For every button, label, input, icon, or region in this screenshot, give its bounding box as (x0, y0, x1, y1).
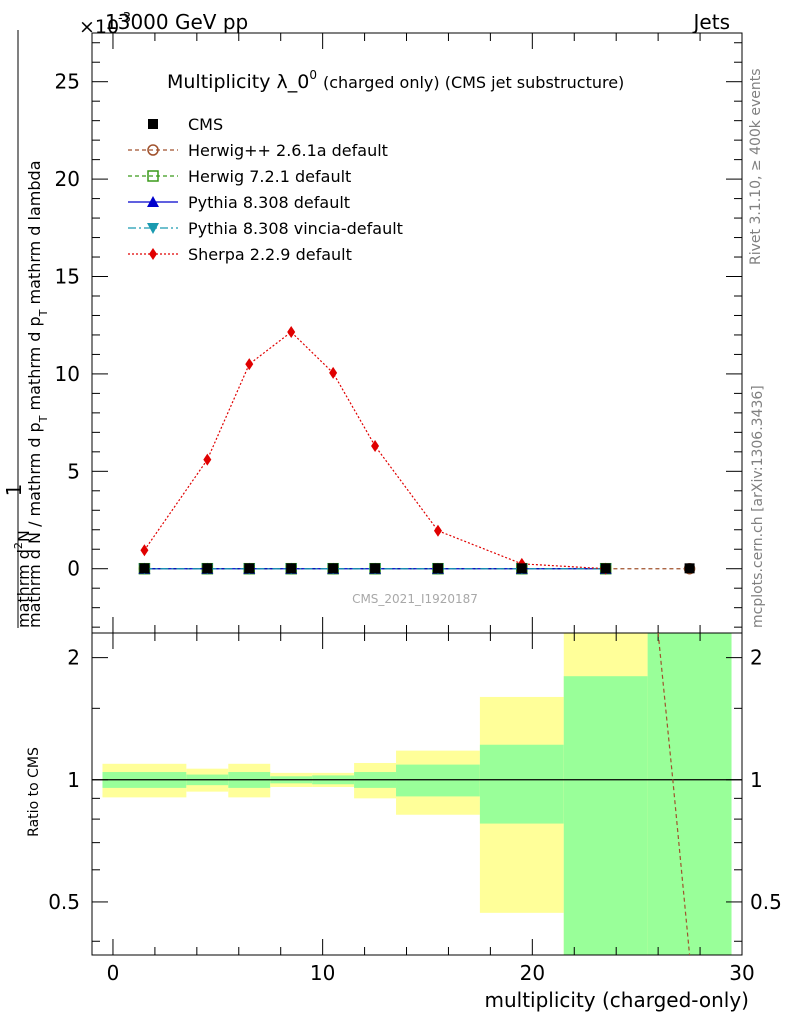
legend-cms-marker (148, 119, 158, 129)
ylabel-one: 1 (2, 484, 26, 497)
series-cms-point (370, 563, 381, 574)
legend-pythia-8-308-default-marker (147, 196, 159, 207)
ratio-ytick-label-right: 2 (750, 646, 763, 670)
legend-pythia-8-308-vincia-default-marker (147, 223, 159, 234)
series-cms-point (286, 563, 297, 574)
series-sherpa-2-2-9-default-point (329, 366, 338, 379)
main-ytick-label: 25 (55, 70, 80, 94)
series-cms-point-square (516, 563, 527, 574)
legend-sherpa-2-2-9-default-marker (149, 248, 157, 260)
legend-cms-marker-square (148, 119, 158, 129)
series-sherpa-2-2-9-default-point (287, 326, 296, 339)
series-cms-point (684, 563, 695, 574)
ratio-green-band-6 (396, 764, 480, 797)
legend: CMS Herwig++ 2.6.1a default Herwig 7.2.1 d… (128, 115, 403, 264)
ylabel-top-rest: N (14, 530, 33, 542)
series-cms-point (600, 563, 611, 574)
main-ytick-label: 0 (67, 557, 80, 581)
series-cms-point-square (684, 563, 695, 574)
legend-herwig-2-6-1a-default-marker (147, 144, 159, 156)
chart-title-main: Multiplicity λ_0 (167, 71, 309, 93)
x-tick-label: 20 (520, 961, 545, 985)
series-cms-point (139, 563, 150, 574)
series-sherpa-2-2-9-default-point (433, 524, 442, 537)
series-cms-point-square (432, 563, 443, 574)
ratio-axis-ticks: 0.5 0.51 12 20 10 20 30 (48, 633, 782, 985)
series-cms-point (432, 563, 443, 574)
ratio-ytick-label-left: 1 (67, 768, 80, 792)
ratio-ytick-label-left: 0.5 (48, 890, 80, 914)
legend-pythia-8-308-vincia-default-label: Pythia 8.308 vincia-default (188, 219, 403, 238)
series-sherpa-2-2-9-default-point (140, 544, 149, 557)
series-cms-point (516, 563, 527, 574)
ratio-green-band-8 (563, 676, 648, 955)
legend-cms-label: CMS (188, 115, 223, 134)
ylabel-top: mathrm d (14, 549, 33, 628)
series-sherpa-2-2-9-default-point (245, 358, 254, 371)
exponent-power: -3 (118, 11, 131, 26)
rivet-label: Rivet 3.1.10, ≥ 400k events (748, 68, 764, 265)
ratio-ytick-label-right: 1 (750, 768, 763, 792)
ylabel-denominator: mathrm d N / mathrm d pT mathrm d pT mat… (25, 160, 50, 628)
x-axis-label: multiplicity (charged-only) (484, 988, 749, 1012)
ratio-ytick-label-right: 0.5 (750, 890, 782, 914)
energy-label: 13000 GeV pp (105, 10, 248, 34)
series-sherpa-2-2-9-default-point (371, 439, 380, 452)
ylabel-den-rest: mathrm d p (25, 316, 44, 415)
chart-title-suffix: (charged only) (CMS jet substructure) (323, 73, 624, 92)
series-cms-point-square (286, 563, 297, 574)
series-cms-point (244, 563, 255, 574)
series-cms-point-square (244, 563, 255, 574)
legend-pythia-8-308-default-label: Pythia 8.308 default (188, 193, 350, 212)
ylabel-mid-sub: T (37, 309, 50, 317)
chart-title-sup: 0 (309, 68, 317, 82)
legend-sherpa-2-2-9-default-label: Sherpa 2.2.9 default (188, 245, 352, 264)
series-cms-point-square (139, 563, 150, 574)
ratio-line-herwig-pp (657, 632, 691, 956)
main-ytick-label: 5 (67, 459, 80, 483)
x-tick-label: 30 (729, 961, 754, 985)
ratio-panel-frame (91, 632, 743, 956)
ylabel-mid-rest: mathrm d lambda (25, 160, 44, 309)
ylabel-den: mathrm d N / mathrm d p (25, 422, 44, 628)
main-axis-ticks: 0 5 10 15 20 25 (55, 33, 743, 633)
ratio-series-layer (657, 632, 691, 956)
legend-herwig-7-2-1-default-marker (147, 170, 159, 182)
series-cms-point (202, 563, 213, 574)
series-cms-point-square (370, 563, 381, 574)
x-tick-label: 0 (107, 961, 120, 985)
analysis-watermark: CMS_2021_I1920187 (352, 592, 478, 606)
x-tick-label: 10 (310, 961, 335, 985)
legend-herwig-7-2-1-default-label: Herwig 7.2.1 default (188, 167, 351, 186)
main-ytick-label: 20 (55, 167, 80, 191)
ylabel-den-sub: T (37, 415, 50, 423)
series-cms-point (328, 563, 339, 574)
series-cms-point-square (328, 563, 339, 574)
series-cms-point-square (202, 563, 213, 574)
process-label: Jets (692, 10, 730, 34)
ratio-ylabel: Ratio to CMS (26, 747, 42, 837)
legend-herwig-2-6-1a-default-label: Herwig++ 2.6.1a default (188, 141, 388, 160)
mcplots-label: mcplots.cern.ch [arXiv:1306.3436] (750, 385, 766, 628)
exponent-multiplier: ×10 (79, 16, 119, 38)
ratio-green-band-7 (479, 744, 564, 824)
ratio-uncertainty-bands (92, 633, 742, 955)
main-ytick-label: 10 (55, 362, 80, 386)
ratio-green-band-9 (647, 633, 732, 955)
ratio-ytick-label-left: 2 (67, 646, 80, 670)
series-sherpa-2-2-9-default-point (203, 453, 212, 466)
series-cms-point-square (600, 563, 611, 574)
main-series-layer (138, 326, 696, 575)
main-ytick-label: 15 (55, 265, 80, 289)
main-ylabel: 1 mathrm d2N mathrm d N / mathrm d pT ma… (2, 30, 50, 628)
chart-title: Multiplicity λ_00 (charged only) (CMS jet… (167, 68, 624, 93)
